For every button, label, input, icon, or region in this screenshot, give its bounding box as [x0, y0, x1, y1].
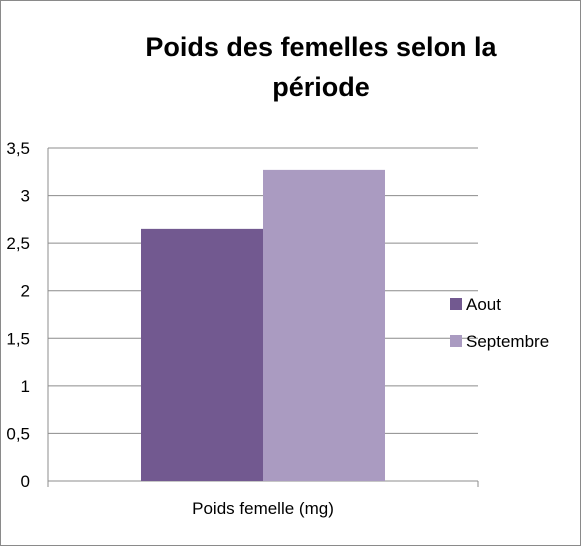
- x-category-label: Poids femelle (mg): [192, 499, 334, 518]
- legend-label: Aout: [466, 295, 501, 314]
- y-tick-label: 0: [21, 472, 30, 491]
- y-tick-label: 1: [21, 377, 30, 396]
- bar-septembre: [263, 169, 385, 481]
- y-tick-label: 0,5: [6, 424, 30, 443]
- chart-title: Poids des femelles selon la période: [145, 32, 497, 102]
- y-tick-label: 2,5: [6, 234, 30, 253]
- legend-swatch: [450, 298, 462, 310]
- y-tick-label: 2: [21, 282, 30, 301]
- legend-label: Septembre: [466, 332, 549, 351]
- y-tick-label: 3,5: [6, 139, 30, 158]
- y-tick-label: 3: [21, 187, 30, 206]
- bar-aout: [141, 228, 263, 481]
- y-tick-label: 1,5: [6, 329, 30, 348]
- legend-swatch: [450, 335, 462, 347]
